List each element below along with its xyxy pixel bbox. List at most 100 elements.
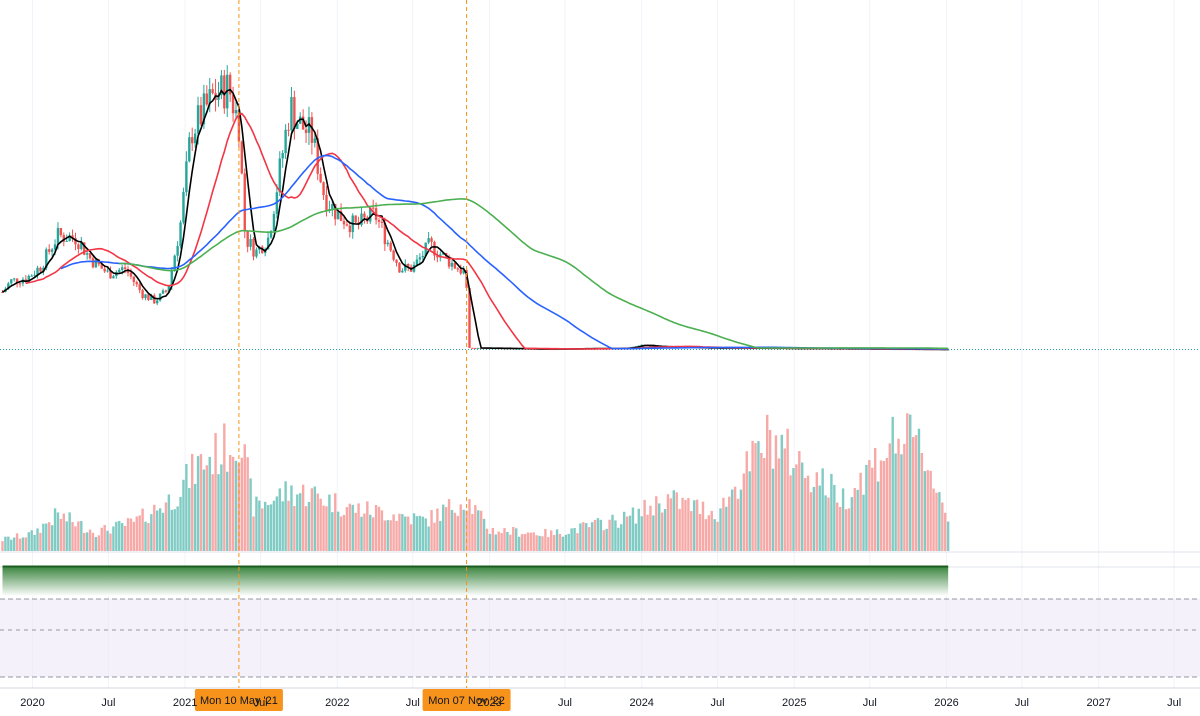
candle-body [39,267,42,272]
volume-bar [439,520,442,551]
volume-bar [570,528,573,551]
volume-bar [704,519,708,551]
volume-bar [532,532,535,551]
indicator-band [0,598,1200,678]
candle-body [153,295,156,304]
volume-bar [547,537,550,551]
volume-bar [7,536,10,551]
candle-body [293,97,296,129]
volume-bar [479,510,483,551]
volume-bar [191,453,194,551]
volume-bar [503,528,506,551]
event-badge[interactable]: Mon 07 Nov '22 [422,689,511,711]
candle-body [50,249,54,252]
x-tick-label: Jul [863,697,877,709]
volume-bar [269,504,273,551]
volume-bar [418,515,422,551]
volume-bar [377,506,381,551]
volume-bar [736,498,740,551]
volume-bar [707,515,711,551]
candle-body [155,300,159,304]
volume-bar [695,499,699,551]
volume-bar [722,497,725,551]
candle-body [196,105,200,134]
volume-bar [211,474,214,551]
event-markers[interactable]: Mon 10 May '21 Mon 07 Nov '22 [194,0,511,711]
candle-body [161,290,165,294]
volume-bar [716,521,719,551]
volume-bar [821,468,824,551]
candle-body [363,213,366,218]
volume-bar [132,521,136,551]
volume-bar [246,457,249,551]
candle-body [36,267,39,275]
candle-body [80,242,83,250]
volume-bar [322,505,325,551]
volume-bar [103,525,106,551]
candle-body [316,138,319,174]
volume-bar [118,521,121,551]
volume-bar [109,533,112,551]
event-badge[interactable]: Mon 10 May '21 [194,689,283,711]
volume-bar [760,452,763,551]
candle-body [453,262,457,269]
candle-body [456,268,460,270]
candle-body [281,153,284,159]
volume-bar [544,528,547,551]
candle-body [319,173,322,183]
candle-body [164,290,168,292]
volume-bar [482,518,486,551]
candle-body [193,133,197,144]
volume-bar [100,527,103,551]
volume-bar [593,519,597,551]
volume-bar [123,525,127,551]
volume-bar [155,510,159,551]
volume-bar [115,521,118,551]
volume-bar [360,516,363,551]
volume-bar [290,485,293,551]
moving-averages [2,88,949,351]
volume-bar [897,438,900,551]
candle-body [415,259,419,265]
volume-bar [369,514,372,551]
volume-bar [946,521,950,551]
volume-bar [628,515,632,551]
volume-bar [357,503,360,551]
volume-bar [903,443,906,551]
candle-body [65,240,68,242]
volume-bar [161,512,165,551]
volume-bar [310,488,314,551]
volume-bar [266,505,270,551]
volume-bar [284,481,287,551]
candle-body [269,231,273,238]
volume-bar [917,428,921,551]
volume-bar [1,541,4,551]
volume-bar [281,501,284,551]
volume-bar [471,514,474,551]
moving-average-line [119,198,949,350]
volume-bar [806,475,810,551]
volume-bar [205,465,209,551]
volume-bar [4,536,7,551]
event-badge-bg [422,689,511,711]
volume-bar [433,522,436,551]
volume-bar [12,537,16,551]
volume-bar [725,506,728,551]
volume-bar [421,516,424,551]
volume-bar [888,443,891,551]
candle-body [398,262,401,273]
volume-bar [780,434,783,551]
candle-body [27,275,30,282]
volume-bar [637,508,640,551]
candle-body [447,256,451,267]
volume-bar [42,523,45,551]
volume-bar [605,528,608,551]
volume-bar [94,536,98,551]
volume-bar [585,523,588,551]
volume-bar [535,535,538,551]
volume-bar [301,484,305,551]
volume-bar [579,523,582,551]
candle-body [138,284,141,291]
volume-bar [728,496,731,551]
